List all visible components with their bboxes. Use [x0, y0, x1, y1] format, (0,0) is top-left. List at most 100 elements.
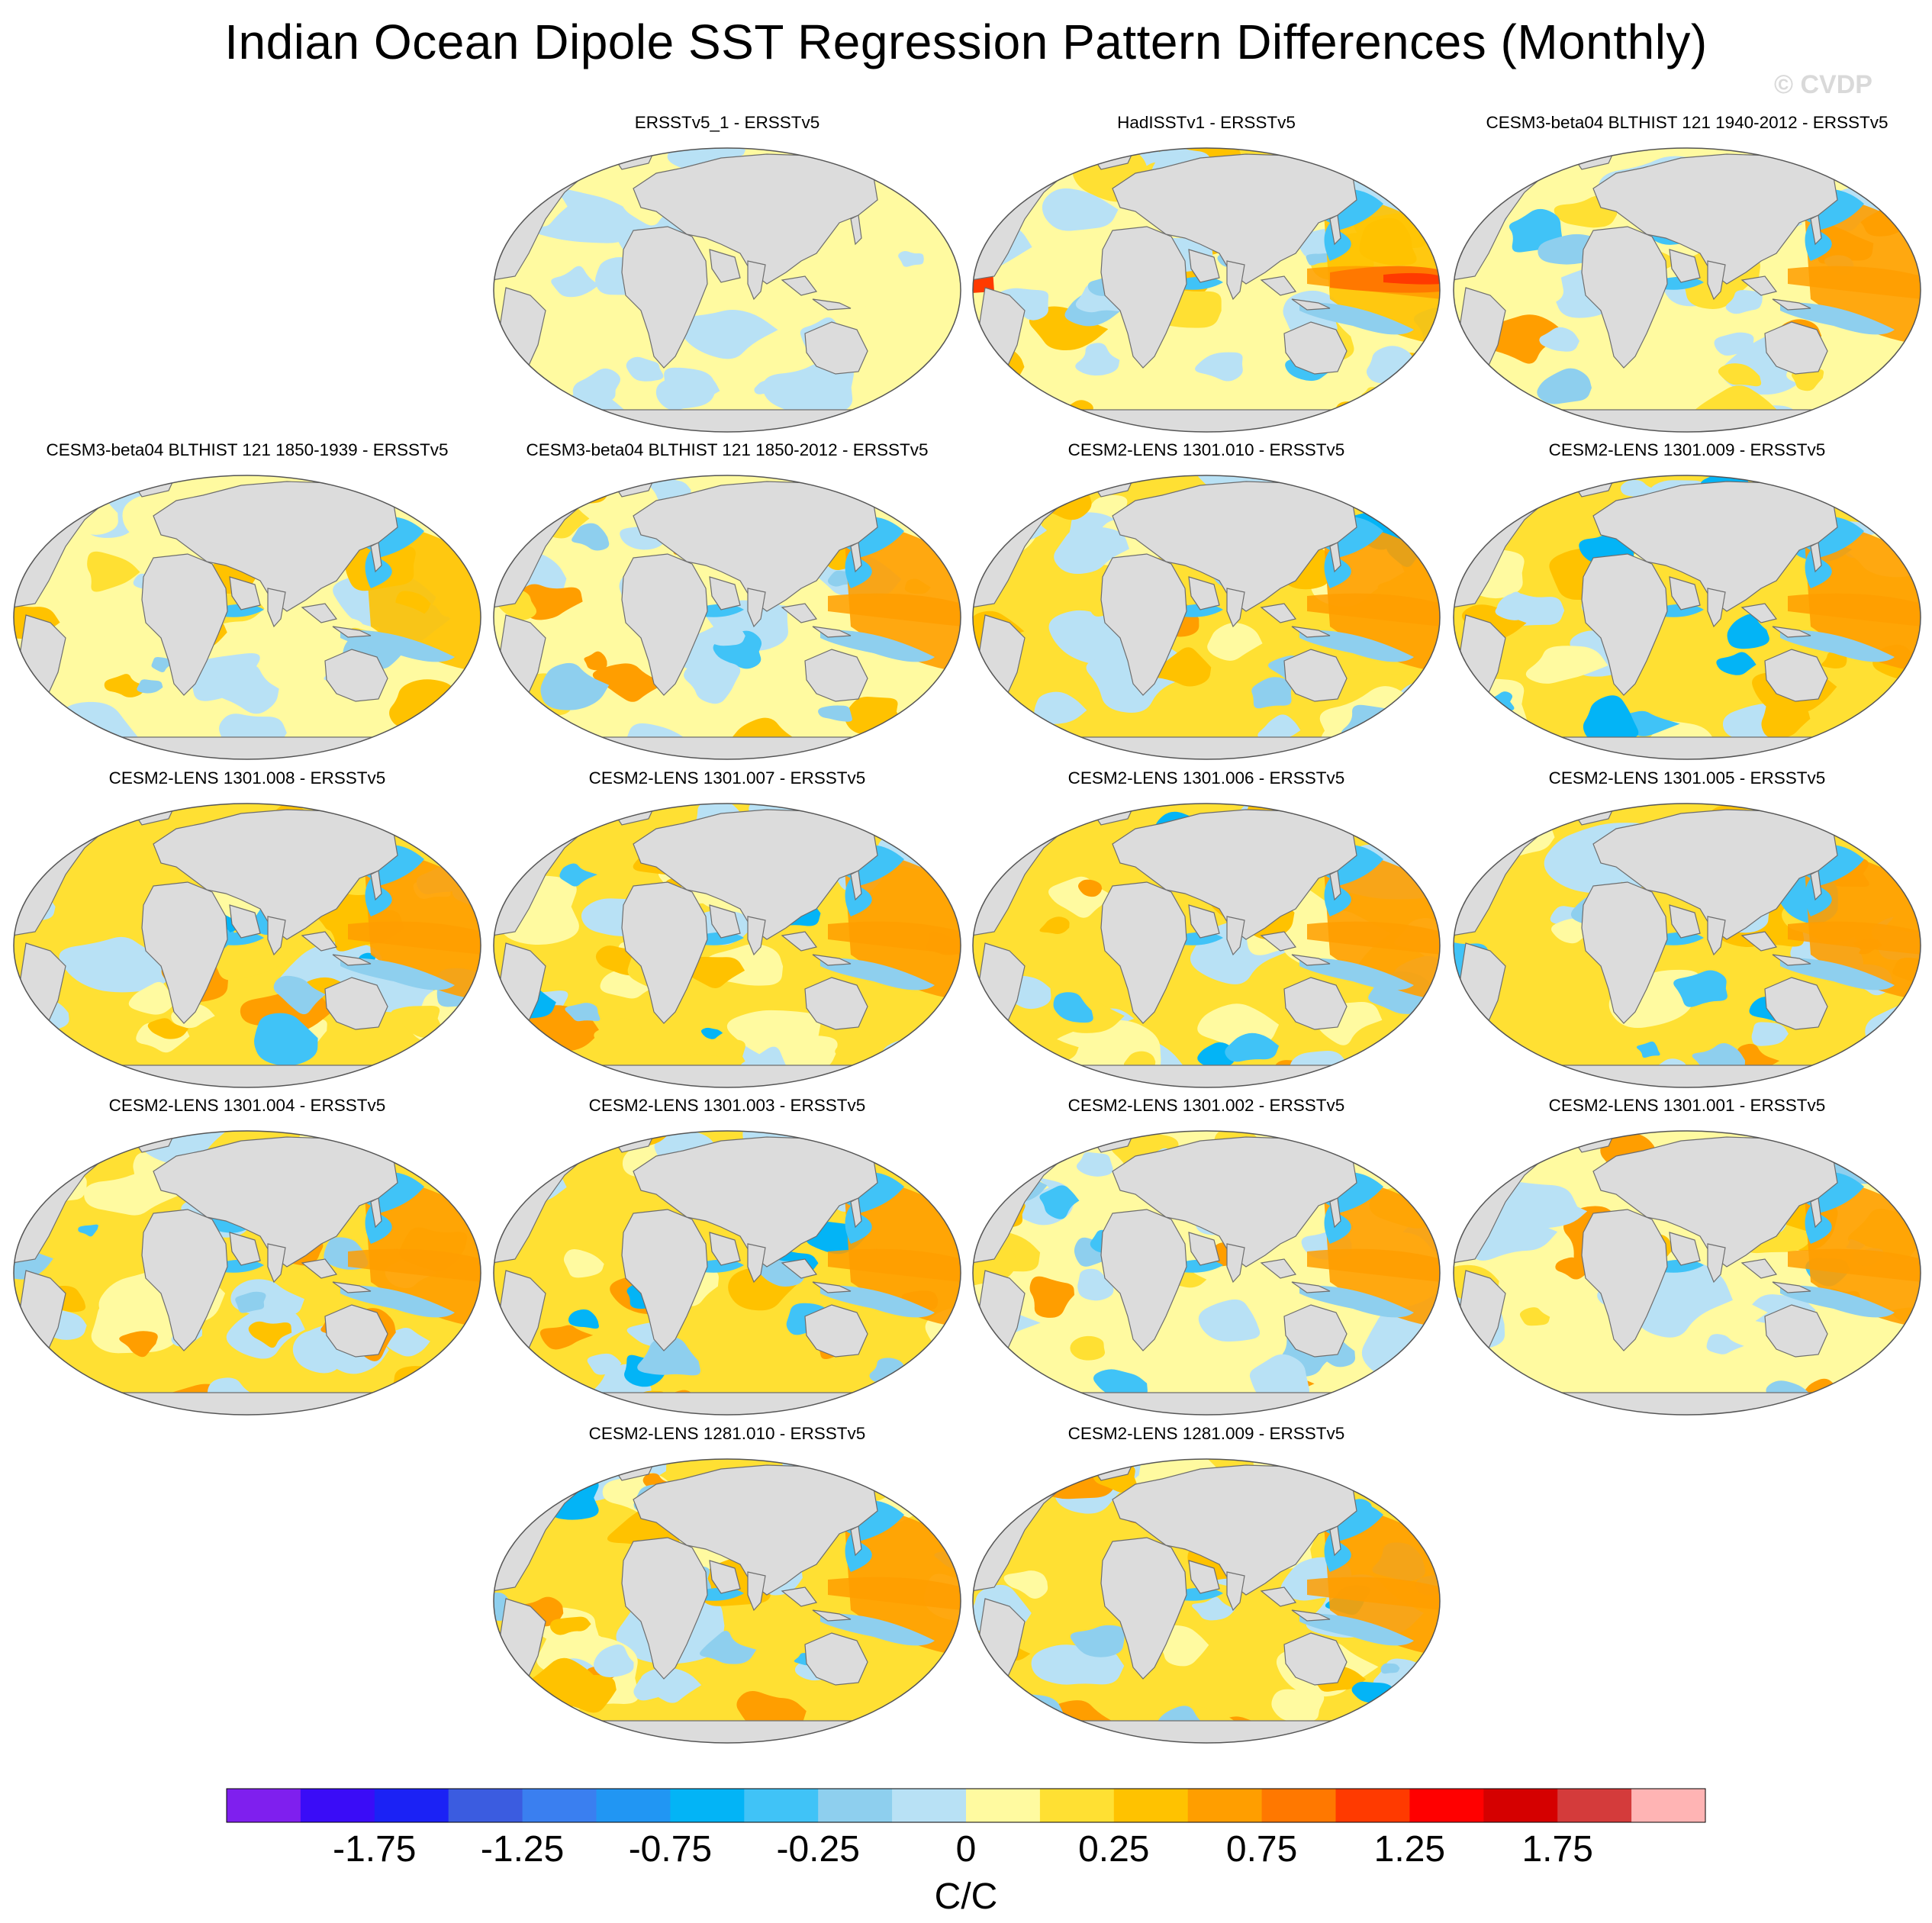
land-mass [1329, 542, 1341, 573]
sst-cool-patch [1454, 1137, 1506, 1163]
land-mass [1188, 1232, 1220, 1266]
sst-warm-patch [406, 1384, 475, 1415]
land-mass [747, 588, 766, 628]
south-pacific-cool-anomaly [1299, 1613, 1414, 1646]
panel-title: CESM2-LENS 1301.004 - ERSSTv5 [108, 1096, 386, 1115]
south-pacific-cool-anomaly [820, 630, 935, 662]
sst-anomaly-patch [1003, 1570, 1048, 1599]
land-mass [621, 1209, 708, 1351]
sst-anomaly-patch [91, 1303, 188, 1354]
map-frame [972, 803, 1441, 1088]
colorbar-box [374, 1789, 449, 1822]
sst-cool-patch [41, 713, 65, 732]
south-pacific-cool-anomaly [340, 958, 455, 990]
land-mass [812, 954, 852, 966]
sst-warm-patch [104, 674, 147, 697]
land-mass [804, 977, 868, 1030]
sst-anomaly-patch [563, 1248, 604, 1278]
land-mass [1669, 576, 1701, 610]
sst-anomaly-patch [1845, 475, 1881, 491]
south-pacific-cool-anomaly [820, 958, 935, 990]
sst-anomaly-patch [726, 1010, 823, 1071]
sst-anomaly-patch [1892, 1068, 1921, 1087]
panel-title: HadISSTv1 - ERSSTv5 [1117, 113, 1296, 132]
land-mass [850, 214, 862, 246]
map-frame [13, 475, 481, 760]
map-frame [972, 475, 1441, 760]
sst-warm-patch [594, 1018, 642, 1058]
sst-cool-patch [1191, 1596, 1235, 1621]
sst-warm-patch [1472, 813, 1497, 840]
sst-anomaly-patch [433, 1057, 474, 1085]
land-mass [1291, 626, 1331, 638]
sst-cool-patch [1418, 820, 1440, 835]
sst-warm-patch [1791, 369, 1824, 391]
sst-warm-patch [147, 1018, 189, 1039]
land-mass [141, 1209, 228, 1351]
map-frame [493, 147, 961, 433]
sst-anomaly-patch [1365, 1476, 1397, 1496]
colorbar-box [1261, 1789, 1336, 1822]
land-mass [494, 1392, 961, 1415]
sst-cool-patch [1636, 1041, 1660, 1058]
colorbar-box [1335, 1789, 1410, 1822]
colorbar-box [892, 1789, 967, 1822]
land-mass [812, 626, 852, 638]
sst-warm-patch [496, 1343, 523, 1364]
land-mass [1764, 1304, 1828, 1358]
sst-anomaly-patch [905, 1467, 961, 1512]
land-mass [1260, 603, 1297, 623]
land-mass [973, 1720, 1440, 1743]
land-mass [229, 1232, 261, 1266]
land-mass [1764, 321, 1828, 375]
sst-cool-patch [78, 1224, 98, 1237]
colorbar-tick-label: -0.25 [776, 1829, 860, 1870]
sst-warm-patch [1849, 1052, 1918, 1087]
sst-cool-patch [519, 1143, 551, 1166]
sst-cool-patch [1197, 1042, 1235, 1068]
land-mass [332, 1281, 372, 1293]
land-mass [1454, 736, 1921, 759]
sst-anomaly-patch [1869, 475, 1907, 500]
sst-warm-patch [539, 1325, 594, 1350]
land-mass [1581, 226, 1668, 369]
land-mass [229, 576, 261, 610]
sst-warm-patch [584, 651, 607, 671]
land-mass [973, 736, 1440, 759]
map-frame [1453, 1130, 1921, 1416]
sst-warm-patch [494, 1481, 549, 1519]
land-mass [804, 1632, 868, 1686]
land-mass [1329, 1197, 1341, 1229]
map-frame [1453, 475, 1921, 760]
sst-cool-patch [1042, 188, 1119, 231]
south-pacific-cool-anomaly [1780, 302, 1895, 335]
equatorial-warm-tongue [1788, 266, 1921, 299]
land-mass [324, 649, 388, 702]
land-mass [1226, 260, 1245, 301]
land-mass [1188, 576, 1220, 610]
land-mass [1454, 409, 1921, 432]
land-mass [781, 931, 818, 952]
map-panel [972, 147, 1441, 433]
land-mass [1740, 275, 1778, 296]
panel-title: CESM2-LENS 1301.009 - ERSSTv5 [1548, 440, 1826, 459]
land-mass [1810, 1197, 1822, 1229]
land-mass [709, 576, 741, 610]
land-mass [709, 1232, 741, 1266]
colorbar-box [1113, 1789, 1189, 1822]
land-mass [781, 1586, 818, 1607]
equatorial-warm-tongue [348, 921, 481, 955]
land-mass [370, 542, 382, 573]
land-mass [1283, 649, 1348, 702]
panel-title: CESM2-LENS 1301.001 - ERSSTv5 [1548, 1096, 1826, 1115]
sst-warm-patch [1555, 1257, 1591, 1280]
land-mass [1100, 1209, 1187, 1351]
land-mass [494, 1720, 961, 1743]
sst-cool-patch [593, 1644, 634, 1678]
land-mass [1707, 588, 1726, 628]
sst-warm-patch [558, 476, 610, 506]
sst-warm-patch [973, 1459, 1023, 1507]
sst-warm-patch [1454, 733, 1476, 753]
land-mass [747, 1243, 766, 1284]
land-mass [1772, 954, 1811, 966]
